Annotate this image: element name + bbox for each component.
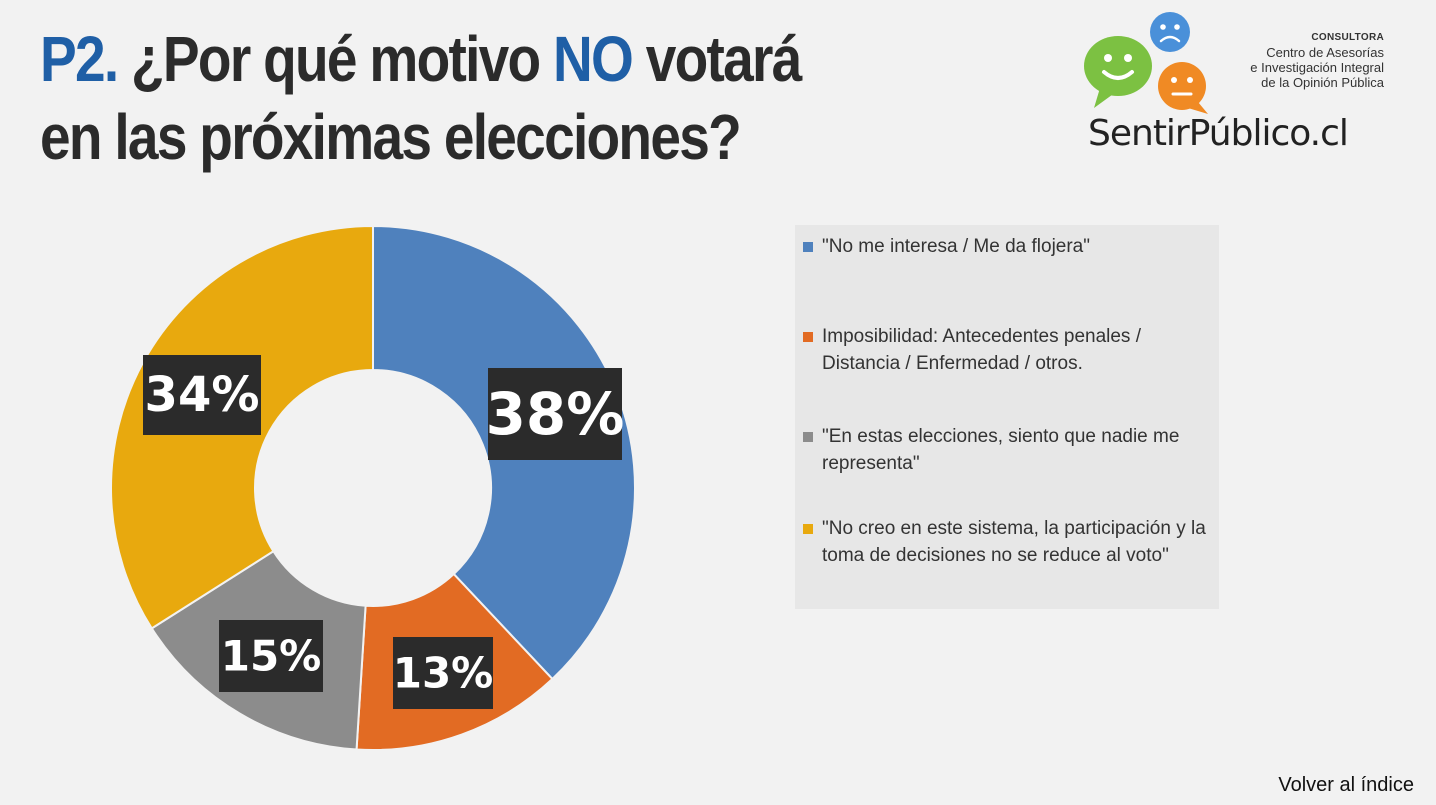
logo-org-line-1: CONSULTORA bbox=[1311, 32, 1384, 43]
title-line-1: P2. ¿Por qué motivo NO votará bbox=[40, 20, 866, 98]
back-to-index-link[interactable]: Volver al índice bbox=[1278, 774, 1414, 796]
legend-label-1: "No me interesa / Me da flojera" bbox=[822, 236, 1090, 257]
speech-faces-icon bbox=[1084, 12, 1208, 114]
title-part-2: votará bbox=[645, 23, 803, 95]
legend-swatch-1 bbox=[803, 242, 813, 252]
data-label-box-2 bbox=[393, 637, 493, 709]
title-accent: NO bbox=[553, 23, 634, 95]
legend-item-4: "No creo en este sistema, la participaci… bbox=[803, 515, 1208, 569]
chart-legend: "No me interesa / Me da flojera" Imposibi… bbox=[795, 225, 1219, 609]
logo-org-line-2: Centro de Asesorías bbox=[1266, 45, 1384, 60]
data-label-text-1: 38% bbox=[486, 380, 625, 448]
data-label-text-4: 34% bbox=[145, 367, 260, 423]
legend-label-4: "No creo en este sistema, la participaci… bbox=[822, 518, 1206, 566]
legend-label-3: "En estas elecciones, siento que nadie m… bbox=[822, 426, 1180, 474]
logo-organization: CONSULTORA Centro de Asesorías e Investi… bbox=[1250, 30, 1384, 90]
data-label-1: 38% bbox=[486, 368, 625, 460]
data-label-text-2: 13% bbox=[393, 649, 494, 698]
title-line-2: en las próximas elecciones? bbox=[40, 101, 742, 173]
legend-label-2: Imposibilidad: Antecedentes penales / Di… bbox=[822, 326, 1141, 374]
legend-swatch-3 bbox=[803, 432, 813, 442]
data-label-text-3: 15% bbox=[221, 632, 322, 681]
logo-org-line-4: de la Opinión Pública bbox=[1261, 75, 1384, 90]
page-title: P2. ¿Por qué motivo NO votará en las pró… bbox=[40, 20, 866, 176]
title-part-1: ¿Por qué motivo bbox=[131, 23, 541, 95]
data-label-2: 13% bbox=[393, 637, 494, 709]
sentir-publico-logo: CONSULTORA Centro de Asesorías e Investi… bbox=[1080, 8, 1410, 158]
legend-item-3: "En estas elecciones, siento que nadie m… bbox=[803, 423, 1208, 477]
legend-item-1: "No me interesa / Me da flojera" bbox=[803, 233, 1208, 260]
data-label-box-1 bbox=[488, 368, 622, 460]
data-label-4: 34% bbox=[143, 355, 261, 435]
data-label-box-3 bbox=[219, 620, 323, 692]
logo-name: SentirPúblico.cl bbox=[1088, 113, 1349, 154]
legend-swatch-2 bbox=[803, 332, 813, 342]
donut-chart: 38% 13% 15% 34% bbox=[110, 224, 636, 751]
data-label-3: 15% bbox=[219, 620, 323, 692]
logo-org-line-3: e Investigación Integral bbox=[1250, 60, 1384, 75]
legend-swatch-4 bbox=[803, 524, 813, 534]
data-label-box-4 bbox=[143, 355, 261, 435]
title-prefix: P2. bbox=[40, 23, 119, 95]
legend-item-2: Imposibilidad: Antecedentes penales / Di… bbox=[803, 323, 1208, 377]
